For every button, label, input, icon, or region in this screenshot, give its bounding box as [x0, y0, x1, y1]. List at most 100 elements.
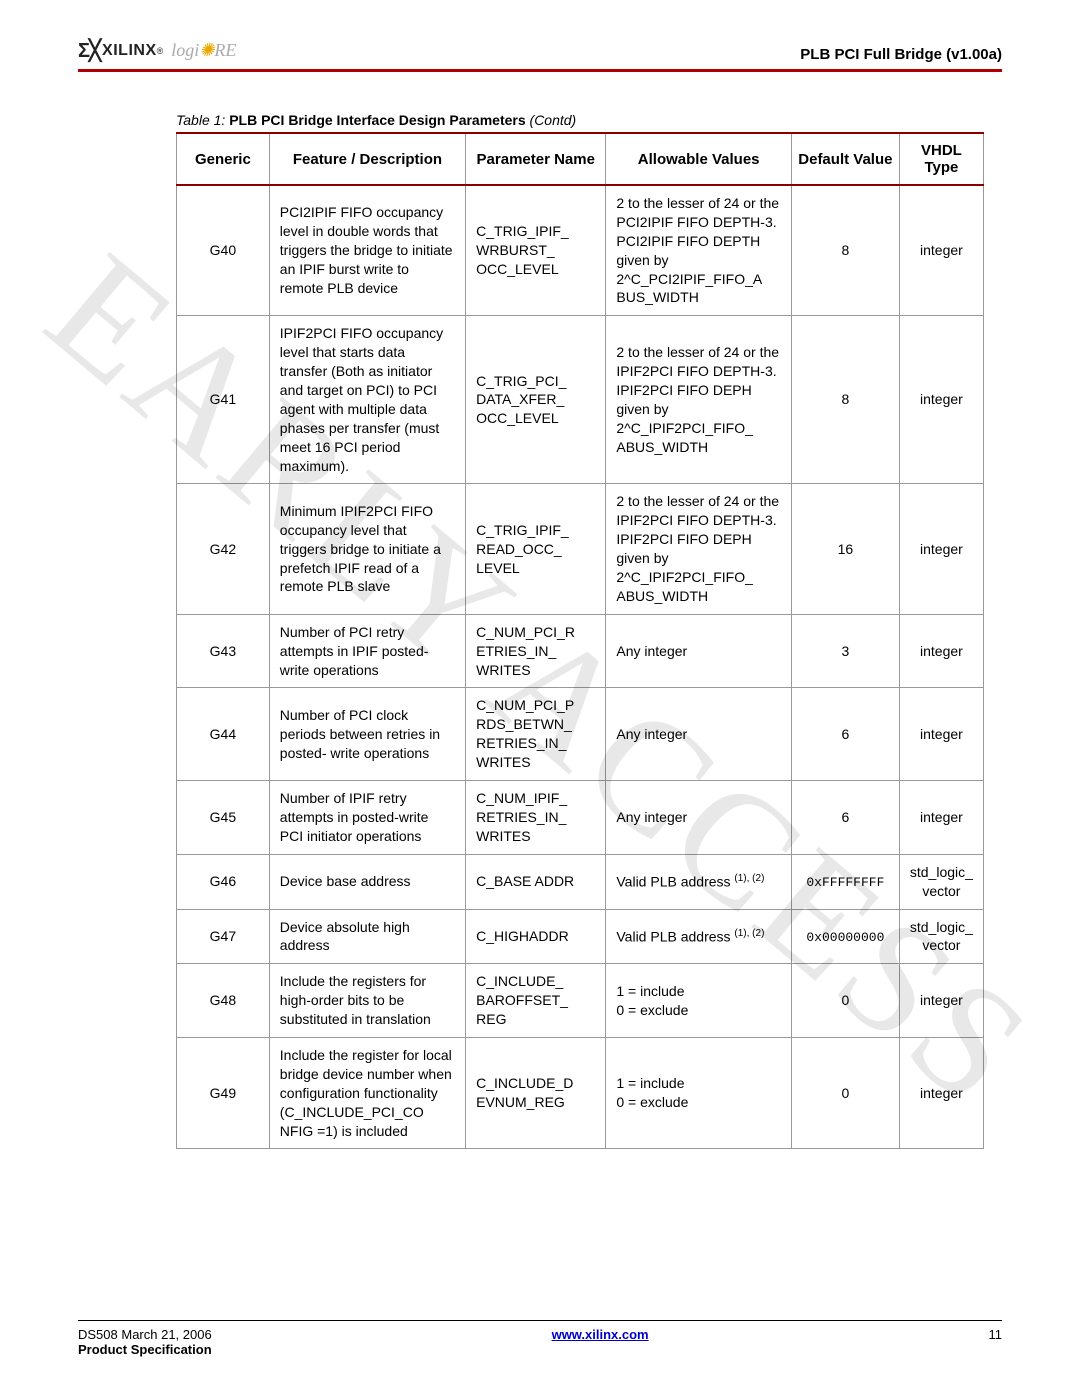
- cell-type: integer: [899, 781, 983, 855]
- cell-description: Include the register for local bridge de…: [269, 1037, 465, 1148]
- document-title: PLB PCI Full Bridge (v1.00a): [800, 46, 1002, 63]
- cell-type: integer: [899, 614, 983, 688]
- cell-type: integer: [899, 484, 983, 614]
- cell-parameter-name: C_TRIG_IPIF_ WRBURST_ OCC_LEVEL: [466, 185, 606, 316]
- page-container: Σ╳ XILINX ® logi✺RE PLB PCI Full Bridge …: [0, 0, 1080, 1149]
- col-header-name: Parameter Name: [466, 133, 606, 185]
- caption-prefix: Table 1:: [176, 112, 225, 128]
- cell-description: Device base address: [269, 854, 465, 909]
- col-header-type: VHDL Type: [899, 133, 983, 185]
- cell-default: 8: [791, 316, 899, 484]
- cell-parameter-name: C_HIGHADDR: [466, 909, 606, 964]
- cell-allowable: 2 to the lesser of 24 or the PCI2IPIF FI…: [606, 185, 792, 316]
- cell-description: Include the registers for high-order bit…: [269, 964, 465, 1038]
- cell-default: 16: [791, 484, 899, 614]
- table-row: G43Number of PCI retry attempts in IPIF …: [177, 614, 984, 688]
- registered-mark: ®: [157, 46, 164, 56]
- cell-default: 6: [791, 781, 899, 855]
- footer-spec-label: Product Specification: [78, 1342, 212, 1357]
- footer-page-number: 11: [989, 1327, 1003, 1342]
- cell-allowable: Valid PLB address (1), (2): [606, 909, 792, 964]
- cell-type: integer: [899, 688, 983, 781]
- caption-suffix: (Contd): [530, 112, 577, 128]
- col-header-generic: Generic: [177, 133, 270, 185]
- content-area: Table 1: PLB PCI Bridge Interface Design…: [78, 72, 1002, 1149]
- logicore-subbrand: logi✺RE: [171, 40, 236, 61]
- page-header: Σ╳ XILINX ® logi✺RE PLB PCI Full Bridge …: [78, 38, 1002, 72]
- cell-generic: G43: [177, 614, 270, 688]
- cell-description: Device absolute high address: [269, 909, 465, 964]
- cell-description: Number of PCI retry attempts in IPIF pos…: [269, 614, 465, 688]
- cell-allowable: Any integer: [606, 688, 792, 781]
- cell-generic: G49: [177, 1037, 270, 1148]
- cell-allowable: 1 = include 0 = exclude: [606, 964, 792, 1038]
- cell-generic: G46: [177, 854, 270, 909]
- cell-generic: G41: [177, 316, 270, 484]
- logicore-suffix: RE: [214, 40, 236, 60]
- cell-parameter-name: C_INCLUDE_ BAROFFSET_ REG: [466, 964, 606, 1038]
- table-body: G40PCI2IPIF FIFO occupancy level in doub…: [177, 185, 984, 1149]
- table-row: G47Device absolute high addressC_HIGHADD…: [177, 909, 984, 964]
- cell-generic: G44: [177, 688, 270, 781]
- table-row: G45Number of IPIF retry attempts in post…: [177, 781, 984, 855]
- cell-type: std_logic_ vector: [899, 854, 983, 909]
- cell-default: 8: [791, 185, 899, 316]
- cell-type: integer: [899, 964, 983, 1038]
- cell-parameter-name: C_NUM_PCI_P RDS_BETWN_ RETRIES_IN_ WRITE…: [466, 688, 606, 781]
- cell-type: integer: [899, 316, 983, 484]
- cell-default: 0: [791, 1037, 899, 1148]
- table-row: G41IPIF2PCI FIFO occupancy level that st…: [177, 316, 984, 484]
- cell-description: PCI2IPIF FIFO occupancy level in double …: [269, 185, 465, 316]
- logicore-prefix: logi: [171, 40, 199, 60]
- parameters-table: Generic Feature / Description Parameter …: [176, 132, 984, 1149]
- cell-allowable: 1 = include 0 = exclude: [606, 1037, 792, 1148]
- sun-icon: ✺: [199, 40, 214, 60]
- cell-generic: G42: [177, 484, 270, 614]
- cell-type: std_logic_ vector: [899, 909, 983, 964]
- cell-generic: G47: [177, 909, 270, 964]
- cell-parameter-name: C_NUM_IPIF_ RETRIES_IN_ WRITES: [466, 781, 606, 855]
- cell-parameter-name: C_TRIG_IPIF_ READ_OCC_ LEVEL: [466, 484, 606, 614]
- footer-left: DS508 March 21, 2006 Product Specificati…: [78, 1327, 212, 1357]
- cell-parameter-name: C_INCLUDE_D EVNUM_REG: [466, 1037, 606, 1148]
- cell-description: IPIF2PCI FIFO occupancy level that start…: [269, 316, 465, 484]
- cell-description: Number of PCI clock periods between retr…: [269, 688, 465, 781]
- cell-parameter-name: C_NUM_PCI_R ETRIES_IN_ WRITES: [466, 614, 606, 688]
- xilinx-logo: Σ╳ XILINX ®: [78, 38, 163, 63]
- caption-title: PLB PCI Bridge Interface Design Paramete…: [229, 112, 525, 128]
- cell-description: Number of IPIF retry attempts in posted-…: [269, 781, 465, 855]
- cell-allowable: Any integer: [606, 614, 792, 688]
- cell-generic: G48: [177, 964, 270, 1038]
- cell-type: integer: [899, 185, 983, 316]
- table-row: G44Number of PCI clock periods between r…: [177, 688, 984, 781]
- page-footer: DS508 March 21, 2006 Product Specificati…: [78, 1320, 1002, 1357]
- cell-default: 0xFFFFFFFF: [791, 854, 899, 909]
- table-row: G48Include the registers for high-order …: [177, 964, 984, 1038]
- cell-default: 0x00000000: [791, 909, 899, 964]
- col-header-desc: Feature / Description: [269, 133, 465, 185]
- cell-allowable: 2 to the lesser of 24 or the IPIF2PCI FI…: [606, 484, 792, 614]
- table-row: G40PCI2IPIF FIFO occupancy level in doub…: [177, 185, 984, 316]
- table-row: G49Include the register for local bridge…: [177, 1037, 984, 1148]
- cell-parameter-name: C_BASE ADDR: [466, 854, 606, 909]
- footer-doc-id: DS508 March 21, 2006: [78, 1327, 212, 1342]
- xilinx-brand-text: XILINX: [102, 42, 157, 60]
- cell-allowable: Valid PLB address (1), (2): [606, 854, 792, 909]
- logo-block: Σ╳ XILINX ® logi✺RE: [78, 38, 236, 63]
- cell-parameter-name: C_TRIG_PCI_ DATA_XFER_ OCC_LEVEL: [466, 316, 606, 484]
- footer-url[interactable]: www.xilinx.com: [552, 1327, 649, 1342]
- cell-allowable: Any integer: [606, 781, 792, 855]
- table-row: G42Minimum IPIF2PCI FIFO occupancy level…: [177, 484, 984, 614]
- xilinx-mark-icon: Σ╳: [78, 38, 100, 63]
- cell-type: integer: [899, 1037, 983, 1148]
- cell-generic: G45: [177, 781, 270, 855]
- cell-allowable: 2 to the lesser of 24 or the IPIF2PCI FI…: [606, 316, 792, 484]
- cell-default: 3: [791, 614, 899, 688]
- col-header-allow: Allowable Values: [606, 133, 792, 185]
- table-row: G46Device base addressC_BASE ADDRValid P…: [177, 854, 984, 909]
- cell-default: 6: [791, 688, 899, 781]
- cell-default: 0: [791, 964, 899, 1038]
- cell-generic: G40: [177, 185, 270, 316]
- table-caption: Table 1: PLB PCI Bridge Interface Design…: [176, 112, 984, 128]
- cell-description: Minimum IPIF2PCI FIFO occupancy level th…: [269, 484, 465, 614]
